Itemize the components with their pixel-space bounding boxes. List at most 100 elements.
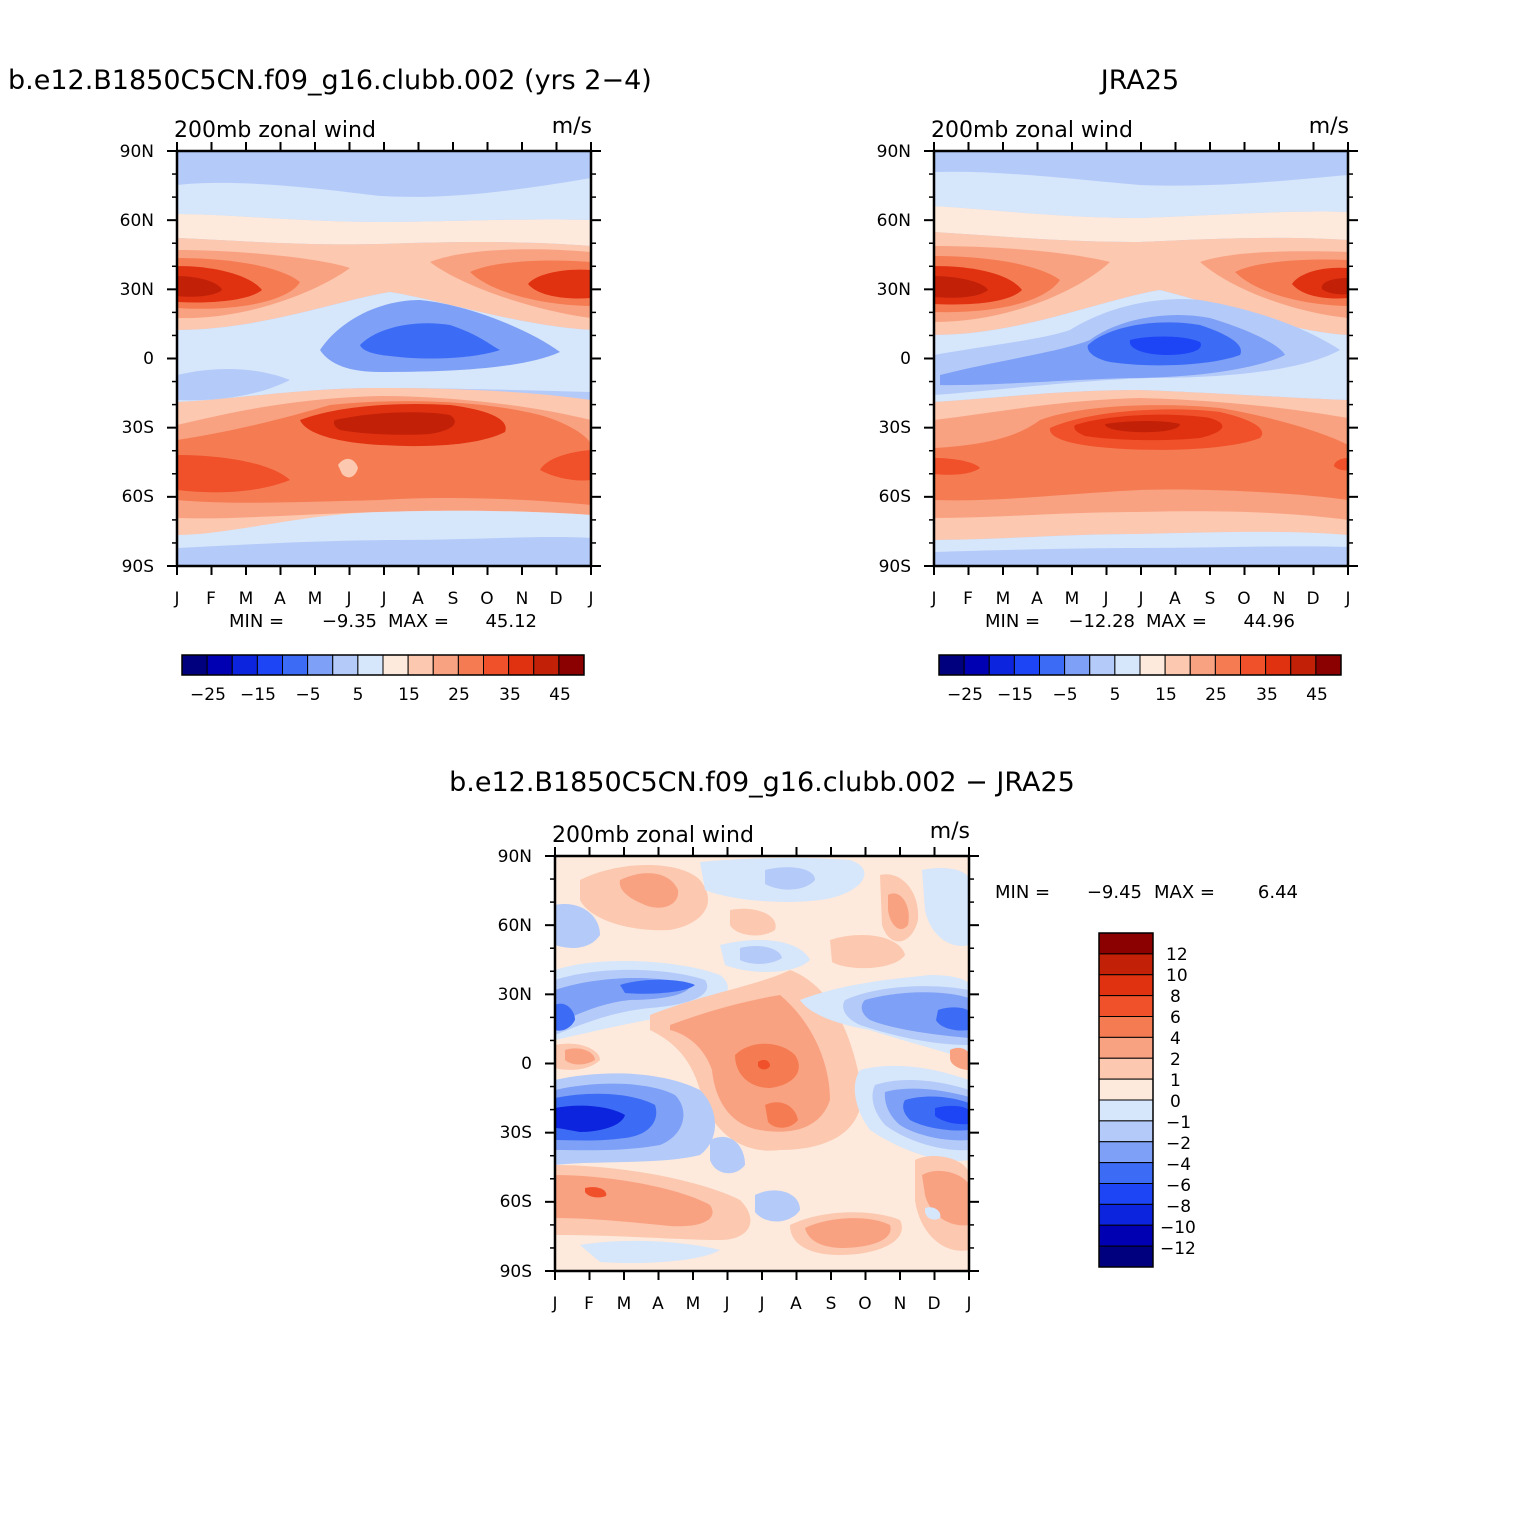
- colorbar-cell: [1098, 953, 1154, 976]
- colorbar-cell: [457, 654, 484, 676]
- panel-diff-xtick-jan: J: [551, 1294, 557, 1314]
- panel-diff-xtick-apr: A: [652, 1294, 664, 1314]
- panel-model-field: [177, 151, 591, 566]
- field-model-band-sp: [177, 537, 591, 566]
- colorbar-cell: [963, 654, 990, 676]
- panel-diff-xtick-mar: M: [617, 1294, 632, 1314]
- panel-diff-ytick-90s: 90S: [500, 1262, 532, 1282]
- colorbar-cell: [1098, 1203, 1154, 1226]
- field-diff-pos-11-core: [922, 1170, 969, 1226]
- panel-model-max-label: MAX =: [388, 611, 449, 632]
- colorbar-cell: [1098, 1078, 1154, 1101]
- panel-model-xtick-jan-end: J: [587, 589, 593, 609]
- panel-diff-min-label: MIN =: [995, 882, 1050, 903]
- panel-obs-ytick-eq: 0: [900, 349, 911, 369]
- field-model-jet-south-max-a: [177, 455, 290, 493]
- field-diff-neg-2: [555, 904, 600, 948]
- panel-model-xtick-apr: A: [274, 589, 286, 609]
- field-diff-neg-5-core: [620, 979, 695, 994]
- panel-diff-cb-label-neg12: −12: [1160, 1239, 1196, 1259]
- panel-obs-xtick-dec: D: [1306, 589, 1319, 609]
- panel-diff-cb-label-neg6: −6: [1166, 1176, 1191, 1196]
- panel-diff: b.e12.B1850C5CN.f09_g16.clubb.002 − JRA2…: [449, 767, 1298, 1314]
- field-model-jet-south-max-c: [540, 450, 591, 481]
- panel-model-xtick-nov: N: [516, 589, 529, 609]
- field-model-westerly-gap: [177, 368, 290, 401]
- panel-obs-xtick-apr: A: [1031, 589, 1043, 609]
- field-diff-neg-5-edge: [555, 1003, 575, 1031]
- panel-obs-xtick-may: M: [1065, 589, 1080, 609]
- field-diff-pos-9-core: [585, 1187, 607, 1198]
- panel-obs-max-label: MAX =: [1146, 611, 1207, 632]
- colorbar-cell: [1290, 654, 1317, 676]
- panel-model-ytick-60n: 60N: [120, 211, 154, 231]
- colorbar-cell: [407, 654, 434, 676]
- panel-diff-cb-label-neg10: −10: [1160, 1218, 1196, 1238]
- panel-obs-ytick-30n: 30N: [877, 280, 911, 300]
- panel-obs-colorbar-labels: −25 −15 −5 5 15 25 35 45: [947, 685, 1328, 705]
- field-obs-band-midlat-north: [934, 206, 1348, 242]
- panel-diff-cb-label-8: 8: [1170, 987, 1181, 1007]
- colorbar-frame: [938, 654, 1342, 676]
- panel-model-cb-label-neg25: −25: [190, 685, 226, 705]
- panel-model-stats: MIN = −9.35 MAX = 45.12: [229, 611, 537, 632]
- panel-diff-ytick-90n: 90N: [498, 847, 532, 867]
- panel-diff-max-label: MAX =: [1154, 882, 1215, 903]
- panel-obs-ytick-60n: 60N: [877, 211, 911, 231]
- colorbar-cell: [1098, 1120, 1154, 1143]
- panel-obs-colorbar: [938, 654, 1342, 676]
- colorbar-cell: [1039, 654, 1066, 676]
- panel-model-ytick-60s: 60S: [122, 487, 154, 507]
- field-model-band-midlat-north: [177, 214, 591, 246]
- panel-obs-stats: MIN = −12.28 MAX = 44.96: [985, 611, 1295, 632]
- panel-obs-cb-label-neg25: −25: [947, 685, 983, 705]
- colorbar-cell: [256, 654, 283, 676]
- panel-diff-yaxis: 90N 60N 30N 0 30S 60S 90S: [498, 847, 532, 1282]
- panel-model-ytick-90n: 90N: [120, 142, 154, 162]
- colorbar-cell: [533, 654, 560, 676]
- colorbar-cell: [1098, 1245, 1154, 1268]
- panel-model-xtick-jun: J: [345, 589, 351, 609]
- panel-diff-min-value: −9.45: [1087, 882, 1142, 903]
- panel-obs-ytick-90s: 90S: [879, 557, 911, 577]
- panel-diff-stats: MIN = −9.45 MAX = 6.44: [995, 882, 1298, 903]
- panel-diff-ytick-eq: 0: [521, 1054, 532, 1074]
- colorbar-cell: [1098, 1141, 1154, 1164]
- panel-obs-xtick-jan-end: J: [1344, 589, 1350, 609]
- field-diff-pos-10-core: [805, 1218, 891, 1248]
- panel-diff-field: [555, 856, 969, 1271]
- field-model-jet-north-max-b: [528, 269, 591, 299]
- panel-model-ytick-90s: 90S: [122, 557, 154, 577]
- panel-model-cb-label-15: 15: [398, 685, 420, 705]
- panel-diff-xtick-oct: O: [858, 1294, 871, 1314]
- panel-model-cb-label-neg15: −15: [240, 685, 276, 705]
- field-obs-band-sp: [934, 546, 1348, 566]
- panel-diff-cb-label-4: 4: [1170, 1029, 1181, 1049]
- colorbar-cell: [1098, 932, 1154, 955]
- panel-diff-variable: 200mb zonal wind: [552, 823, 754, 848]
- colorbar-cell: [1098, 1099, 1154, 1122]
- panel-diff-ytick-30s: 30S: [500, 1123, 532, 1143]
- panel-obs-xtick-nov: N: [1273, 589, 1286, 609]
- panel-obs-min-value: −12.28: [1068, 611, 1135, 632]
- panel-obs-ytick-90n: 90N: [877, 142, 911, 162]
- colorbar-cell: [483, 654, 510, 676]
- field-diff-neg-6-core: [936, 1007, 969, 1031]
- field-diff-neg-9-core-b: [935, 1105, 969, 1125]
- panel-obs-cb-label-25: 25: [1205, 685, 1227, 705]
- field-diff-neg-1-core: [765, 867, 815, 890]
- panel-model-yaxis: 90N 60N 30N 0 30S 60S 90S: [120, 142, 154, 577]
- panel-obs-xtick-sep: S: [1205, 589, 1216, 609]
- field-diff-neg-12: [580, 1240, 720, 1264]
- field-obs-blob-a: [934, 458, 980, 475]
- panel-obs-xtick-oct: O: [1237, 589, 1250, 609]
- panel-obs-xtick-jun: J: [1102, 589, 1108, 609]
- panel-obs: JRA25 200mb zonal wind m/s: [877, 65, 1351, 705]
- panel-model-max-value: 45.12: [485, 611, 537, 632]
- field-obs-band-highlat-north: [934, 171, 1348, 218]
- colorbar-cell: [282, 654, 309, 676]
- panel-diff-cb-label-10: 10: [1166, 966, 1188, 986]
- field-diff-pos-7-core: [565, 1048, 595, 1065]
- field-diff-pos-2-core: [888, 893, 909, 930]
